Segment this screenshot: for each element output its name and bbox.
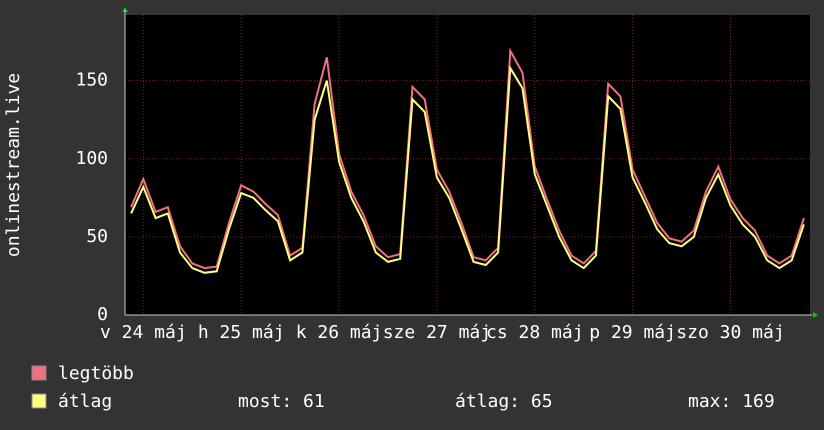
x-tick-label: h 25 máj [198, 322, 285, 343]
legend-label: átlag [58, 391, 112, 412]
series-line [130, 64, 805, 274]
stat-value: 61 [303, 391, 325, 412]
legend-swatch [31, 365, 47, 381]
x-tick-label: sze 27 máj [383, 322, 491, 343]
x-tick-label: p 29 máj [589, 322, 676, 343]
series-line [130, 47, 805, 270]
axis-arrow [122, 7, 128, 12]
legend-swatch [31, 393, 47, 409]
stat-label: most: [238, 391, 292, 412]
y-tick-label: 100 [75, 148, 108, 169]
stat-value: 169 [742, 391, 775, 412]
legend-label: legtöbb [58, 363, 134, 384]
x-tick-label: v 24 máj [100, 322, 187, 343]
x-tick-label: cs 28 máj [486, 322, 584, 343]
x-tick-label: k 26 máj [296, 322, 383, 343]
stat: max: 169 [688, 391, 775, 412]
x-tick-label: szo 30 máj [676, 322, 784, 343]
plot-area [125, 15, 810, 315]
stat: átlag: 65 [455, 391, 553, 412]
stat-value: 65 [531, 391, 553, 412]
y-tick-label: 0 [97, 304, 108, 325]
y-tick-label: 150 [75, 70, 108, 91]
axis-arrow [813, 312, 818, 318]
stat: most: 61 [238, 391, 325, 412]
stat-label: max: [688, 391, 731, 412]
stat-label: átlag: [455, 391, 520, 412]
y-axis-label: onlinestream.live [3, 73, 24, 257]
y-tick-label: 50 [86, 226, 108, 247]
